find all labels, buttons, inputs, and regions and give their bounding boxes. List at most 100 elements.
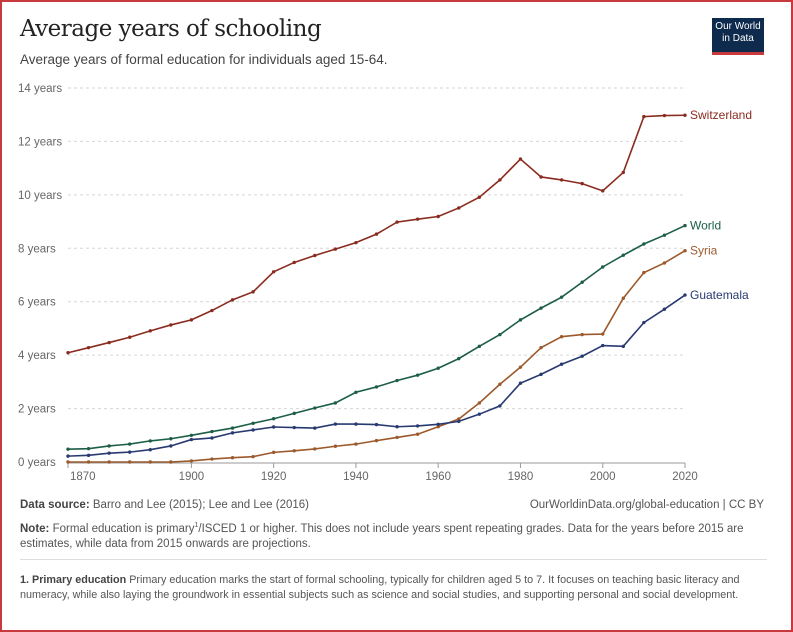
data-point-guatemala: [128, 450, 132, 454]
footnote-ref[interactable]: 1: [194, 522, 199, 529]
data-point-world: [415, 373, 420, 377]
data-point-guatemala: [148, 448, 152, 452]
data-point-world: [559, 295, 564, 299]
data-point-syria: [662, 261, 667, 265]
data-point-switzerland: [683, 113, 687, 117]
series-line-guatemala: [67, 294, 686, 457]
series-line-syria: [68, 250, 686, 463]
data-point-syria: [374, 438, 379, 443]
y-tick-label: 0 years: [18, 457, 56, 469]
data-point-switzerland: [292, 260, 296, 265]
data-point-world: [271, 417, 276, 421]
data-point-guatemala: [333, 422, 338, 426]
data-point-guatemala: [559, 362, 564, 366]
data-point-switzerland: [436, 214, 440, 219]
data-point-guatemala: [169, 444, 173, 448]
series-label-syria: Syria: [690, 244, 718, 258]
data-point-syria: [333, 444, 338, 448]
data-point-switzerland: [457, 206, 461, 210]
data-point-switzerland: [580, 181, 584, 186]
data-point-guatemala: [354, 422, 358, 426]
data-point-guatemala: [477, 412, 482, 416]
y-tick-label: 10 years: [18, 190, 62, 202]
data-point-guatemala: [107, 451, 111, 455]
y-tick-label: 2 years: [18, 404, 56, 416]
series-label-guatemala: Guatemala: [690, 288, 749, 302]
series-label-switzerland: Switzerland: [690, 108, 752, 122]
data-point-guatemala: [642, 320, 646, 325]
data-point-guatemala: [580, 354, 584, 358]
data-point-switzerland: [210, 308, 214, 313]
data-point-syria: [313, 447, 317, 451]
data-point-syria: [498, 382, 502, 386]
data-point-guatemala: [86, 453, 91, 458]
footnote-label: 1. Primary education: [20, 574, 127, 586]
data-point-guatemala: [313, 426, 317, 430]
data-point-switzerland: [477, 195, 482, 199]
data-point-switzerland: [354, 240, 358, 245]
data-point-world: [601, 265, 605, 269]
line-chart: 0 years 2 years 4 years 6 years 8 years 10 ye…: [18, 83, 752, 483]
data-point-syria: [66, 460, 70, 464]
data-point-guatemala: [601, 343, 605, 348]
data-point-syria: [477, 401, 482, 405]
chart-subtitle: Average years of formal education for in…: [20, 52, 388, 67]
data-point-switzerland: [313, 253, 317, 258]
divider: [20, 559, 767, 560]
data-point-world: [148, 439, 152, 443]
data-point-guatemala: [271, 425, 276, 429]
data-point-switzerland: [601, 189, 605, 193]
owid-logo[interactable]: Our World in Data: [712, 18, 764, 55]
data-point-guatemala: [251, 428, 255, 432]
data-point-switzerland: [621, 170, 625, 175]
data-point-world: [662, 233, 667, 237]
x-tick-label: 1960: [425, 471, 451, 483]
data-point-switzerland: [148, 329, 152, 333]
data-point-world: [230, 426, 235, 430]
x-tick-label: 1870: [70, 471, 96, 483]
data-point-switzerland: [333, 247, 338, 251]
data-point-world: [642, 242, 646, 246]
x-tick-label: 1900: [179, 471, 205, 483]
data-point-guatemala: [621, 344, 625, 349]
data-point-guatemala: [498, 404, 502, 408]
data-point-syria: [395, 435, 399, 440]
data-point-guatemala: [518, 381, 523, 385]
x-tick-label: 1920: [261, 471, 287, 483]
logo-text: Our World in Data: [715, 21, 761, 44]
note-text: Formal education is primary: [52, 522, 195, 535]
data-point-world: [395, 378, 399, 383]
data-point-switzerland: [559, 178, 564, 182]
data-point-world: [128, 442, 132, 446]
data-point-world: [86, 446, 91, 451]
data-point-world: [683, 223, 687, 228]
data-point-switzerland: [539, 175, 543, 179]
data-point-world: [107, 444, 111, 448]
data-point-world: [292, 411, 296, 416]
data-point-guatemala: [189, 437, 194, 442]
data-point-world: [580, 280, 584, 284]
data-point-guatemala: [292, 425, 296, 430]
data-point-guatemala: [395, 425, 399, 429]
note: Note: Formal education is primary1/ISCED…: [20, 518, 760, 552]
data-point-guatemala: [436, 422, 440, 427]
x-tick-label: 1980: [508, 471, 534, 483]
source-url-link[interactable]: OurWorldinData.org/global-education | CC…: [529, 499, 764, 511]
data-point-switzerland: [518, 157, 523, 161]
data-point-guatemala: [539, 372, 543, 377]
data-point-syria: [210, 457, 214, 461]
x-tick-label: 2000: [590, 471, 616, 483]
data-point-switzerland: [662, 113, 667, 118]
data-point-world: [498, 332, 502, 337]
footnote: 1. Primary education Primary education m…: [20, 573, 770, 603]
data-point-world: [518, 318, 523, 322]
data-point-world: [251, 421, 255, 425]
data-point-syria: [169, 460, 173, 464]
data-point-world: [436, 366, 440, 370]
data-point-syria: [107, 460, 111, 464]
data-point-syria: [128, 460, 132, 464]
data-point-syria: [559, 335, 564, 339]
data-point-switzerland: [128, 335, 132, 339]
data-point-world: [333, 401, 338, 405]
